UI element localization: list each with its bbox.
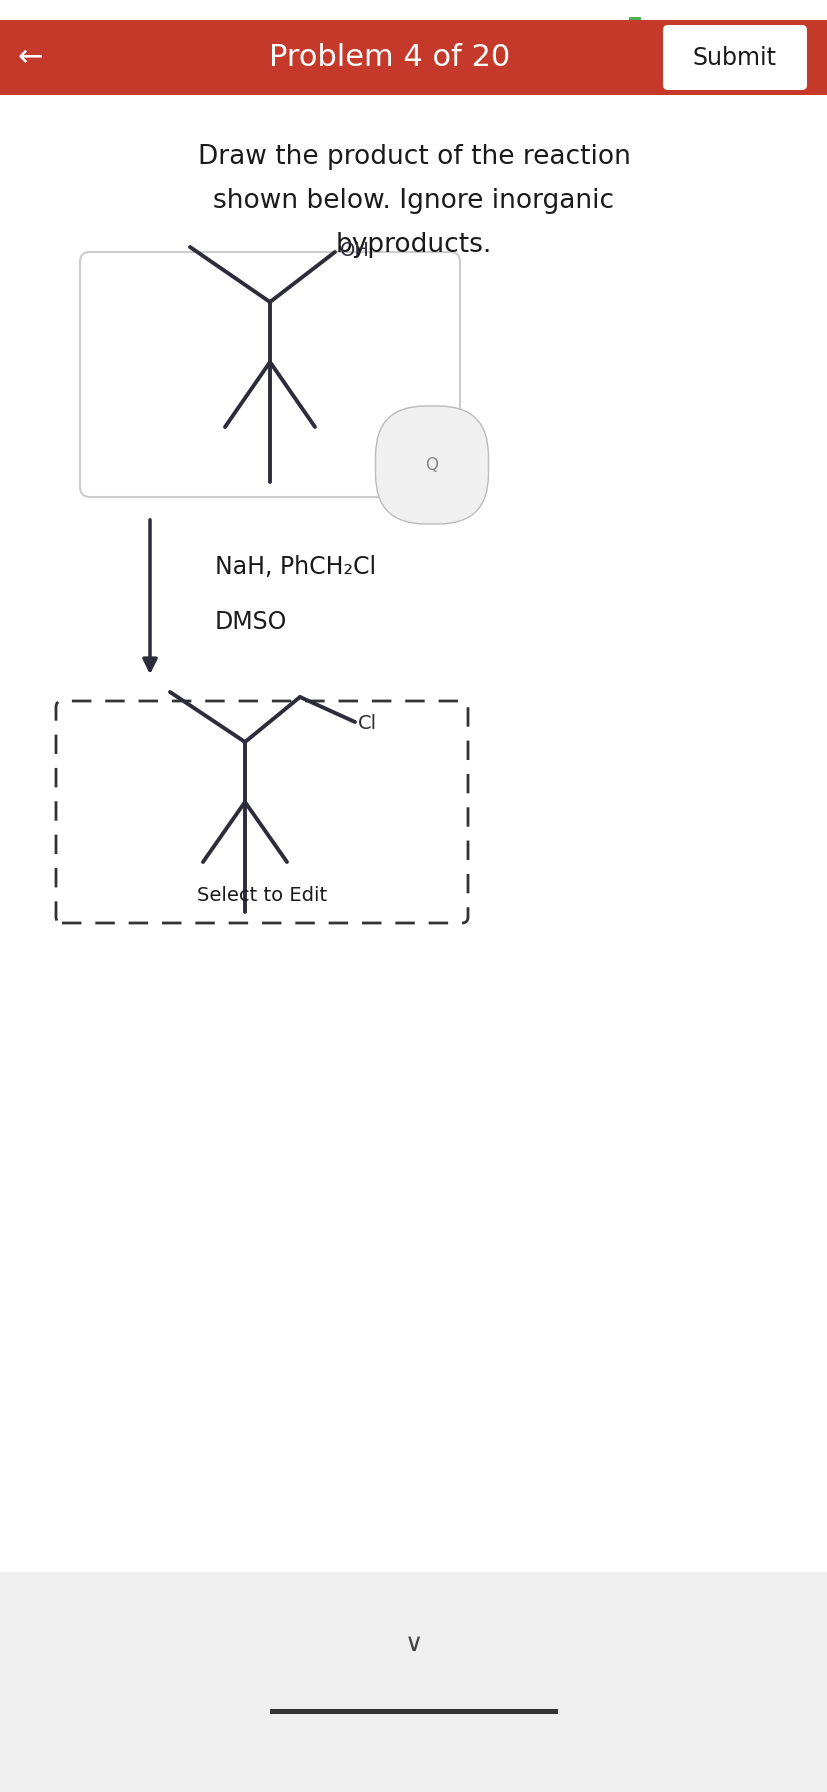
Text: Draw the product of the reaction: Draw the product of the reaction [198,143,629,170]
Bar [0,20,827,95]
Text: ←: ← [17,43,43,72]
Text: Select to Edit: Select to Edit [197,885,327,905]
Text: Submit: Submit [692,45,776,70]
FancyBboxPatch shape [629,16,640,36]
Text: Cl: Cl [357,713,376,733]
Text: OH: OH [340,240,370,260]
FancyBboxPatch shape [56,701,467,923]
Text: Problem 4 of 20: Problem 4 of 20 [269,43,510,72]
Text: Q: Q [425,455,438,475]
Bar [0,1572,827,1792]
Text: ∨: ∨ [404,1633,423,1656]
Text: NaH, PhCH₂Cl: NaH, PhCH₂Cl [215,556,375,579]
FancyBboxPatch shape [662,25,806,90]
Text: byproducts.: byproducts. [336,231,491,258]
Text: DMSO: DMSO [215,609,287,634]
Text: shown below. Ignore inorganic: shown below. Ignore inorganic [213,188,614,213]
Bar [270,1710,557,1713]
FancyBboxPatch shape [80,253,460,496]
